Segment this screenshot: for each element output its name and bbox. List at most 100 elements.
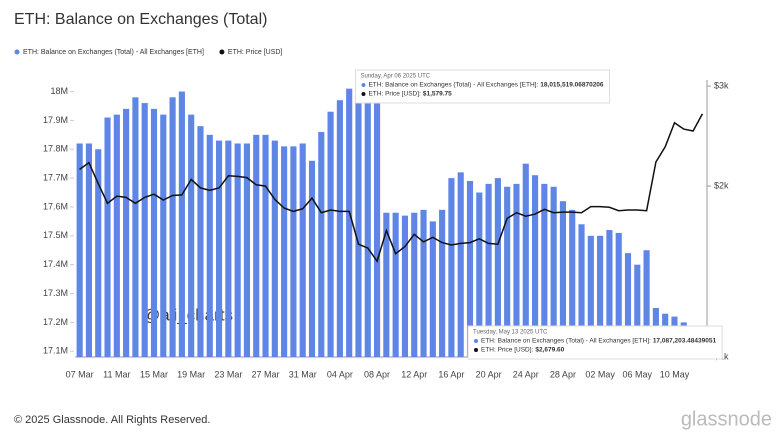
x-tick-label: 19 Mar (177, 369, 205, 379)
tooltip-value: 18,015,519.06870206 (540, 82, 604, 89)
bar (457, 172, 464, 357)
y-tick-label: 17.9M (43, 115, 68, 125)
bar (373, 91, 381, 358)
bar (85, 143, 93, 357)
bar (299, 143, 306, 357)
tooltip-label: ETH: Balance on Exchanges (Total) - All … (368, 82, 538, 89)
y-tick-label: 17.5M (43, 230, 68, 240)
bar (541, 183, 548, 357)
bar (383, 212, 390, 357)
bar (401, 215, 409, 357)
bar (113, 114, 120, 357)
bar (95, 149, 102, 357)
tooltip-value: $1,579.75 (423, 91, 452, 98)
bar (327, 111, 334, 357)
legend-label: ETH: Price [USD] (228, 49, 283, 56)
bar (318, 131, 325, 357)
bar (243, 143, 251, 357)
x-tick-label: 06 May (623, 369, 653, 379)
tooltip-marker (361, 92, 366, 96)
bar (150, 108, 158, 358)
bar (308, 160, 316, 357)
tooltip: Tuesday, May 13 2025 UTC ETH: Balance on … (467, 325, 723, 360)
bar (569, 209, 576, 357)
tooltip-value: 17,087,203.48439051 (653, 338, 717, 345)
x-tick-label: 23 Mar (214, 369, 242, 379)
tooltip: Sunday, Apr 06 2025 UTC ETH: Balance on E… (354, 69, 611, 104)
bar (290, 146, 297, 357)
bar (550, 186, 557, 357)
bar (225, 140, 232, 357)
bar (597, 235, 604, 357)
bar (439, 209, 446, 357)
y-tick-label: 17.3M (43, 288, 68, 298)
legend-label: ETH: Balance on Exchanges (Total) - All … (23, 49, 204, 56)
tooltip-date: Tuesday, May 13 2025 UTC (473, 330, 548, 336)
tooltip-box (467, 325, 723, 360)
bar (188, 114, 195, 357)
bar (522, 163, 529, 357)
bar (624, 253, 632, 357)
bar (160, 114, 167, 357)
y-tick-label: 17.1M (43, 346, 68, 356)
brand: glassnode (681, 408, 772, 430)
bar (141, 103, 148, 357)
bar (448, 178, 455, 357)
y-tick-label: 17.6M (43, 201, 68, 211)
bar (392, 212, 399, 357)
bar (336, 100, 343, 358)
bar (411, 212, 418, 357)
legend-marker (219, 49, 225, 55)
tooltip-box (354, 69, 611, 104)
y-tick-label: 17.4M (43, 259, 68, 269)
x-tick-label: 31 Mar (289, 369, 317, 379)
bar (197, 126, 204, 358)
bar (215, 140, 223, 357)
bar (206, 134, 213, 357)
x-tick-label: 02 May (585, 369, 615, 379)
bar (253, 134, 260, 357)
x-tick-label: 07 Mar (66, 369, 94, 379)
y-tick-label: 17.8M (43, 144, 68, 154)
chart-title: ETH: Balance on Exchanges (Total) (14, 11, 267, 28)
bar (104, 117, 111, 358)
x-tick-label: 28 Apr (550, 369, 576, 379)
bar (76, 143, 83, 357)
bar (271, 140, 278, 357)
y-tick-label: 17.2M (43, 317, 68, 327)
bar (420, 209, 427, 357)
y-tick-label: 18M (50, 86, 68, 96)
tooltip-date: Sunday, Apr 06 2025 UTC (360, 74, 430, 80)
bar (559, 201, 567, 357)
bar (178, 91, 185, 358)
bar (466, 180, 474, 357)
bar (234, 143, 241, 357)
tooltip-label: ETH: Price [USD]: (481, 347, 534, 354)
bar (429, 221, 436, 357)
tooltip-marker (361, 83, 366, 87)
tooltip-marker (474, 339, 478, 343)
x-tick-label: 15 Mar (140, 369, 168, 379)
bar (281, 146, 288, 357)
x-tick-label: 20 Apr (476, 369, 502, 379)
bar (346, 88, 353, 357)
x-tick-label: 24 Apr (513, 369, 539, 379)
legend-marker (14, 49, 20, 55)
y-tick-label: 17.7M (43, 172, 68, 182)
bar (643, 250, 650, 357)
bar (262, 134, 269, 357)
tooltip-label: ETH: Price [USD]: (368, 91, 421, 98)
bar (587, 235, 594, 357)
x-tick-label: 11 Mar (103, 369, 130, 379)
bar (513, 183, 520, 357)
tooltip-marker (474, 348, 478, 352)
bar (364, 88, 371, 357)
footer: © 2025 Glassnode. All Rights Reserved. (14, 414, 210, 426)
x-tick-label: 08 Apr (364, 369, 390, 379)
tooltip-value: $2,679.60 (535, 347, 564, 354)
bar (606, 230, 613, 357)
y2-tick-label: $2k (714, 180, 729, 190)
bar (169, 97, 176, 357)
bar (355, 87, 362, 357)
